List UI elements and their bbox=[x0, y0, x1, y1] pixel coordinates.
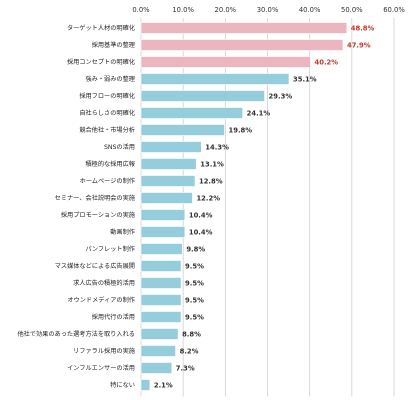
bar-13 bbox=[140, 243, 183, 255]
category-label-12: 動画制作 bbox=[110, 228, 135, 236]
value-label-17: 9.5% bbox=[185, 313, 204, 321]
value-label-21: 2.1% bbox=[154, 381, 173, 389]
bar-2 bbox=[140, 56, 311, 68]
value-label-8: 13.1% bbox=[200, 160, 224, 168]
x-tick-label-6: 60.0% bbox=[383, 6, 405, 14]
bar-21 bbox=[140, 379, 151, 391]
category-label-0: ターゲット人材の明確化 bbox=[67, 24, 135, 32]
category-label-7: SNSの活用 bbox=[104, 143, 135, 151]
bar-3 bbox=[140, 73, 290, 85]
x-tick-label-0: 0.0% bbox=[132, 6, 150, 14]
bar-19 bbox=[140, 345, 176, 357]
category-label-4: 採用フローの明確化 bbox=[79, 92, 135, 100]
bar-8 bbox=[140, 158, 197, 170]
category-label-2: 採用コンセプトの明確化 bbox=[67, 58, 135, 66]
category-label-11: 採用プロモーションの実施 bbox=[61, 211, 135, 219]
bar-7 bbox=[140, 141, 202, 153]
value-label-6: 19.8% bbox=[228, 126, 252, 134]
value-label-13: 9.8% bbox=[186, 245, 205, 253]
bar-11 bbox=[140, 209, 186, 221]
bar-10 bbox=[140, 192, 193, 204]
value-label-16: 9.5% bbox=[185, 296, 204, 304]
bar-16 bbox=[140, 294, 182, 306]
x-tick-label-1: 10.0% bbox=[172, 6, 194, 14]
category-label-6: 競合他社・市場分析 bbox=[79, 126, 135, 134]
category-label-1: 採用基準の整理 bbox=[92, 41, 135, 49]
value-label-15: 9.5% bbox=[185, 279, 204, 287]
x-tick-label-5: 50.0% bbox=[341, 6, 363, 14]
bar-14 bbox=[140, 260, 182, 272]
value-label-10: 12.2% bbox=[196, 194, 220, 202]
value-label-0: 48.8% bbox=[351, 24, 375, 32]
x-tick-label-3: 30.0% bbox=[257, 6, 279, 14]
category-label-18: 他社で効果のあった選考方法を取り入れる bbox=[17, 330, 135, 338]
category-label-3: 強み・弱みの整理 bbox=[86, 75, 136, 83]
bar-12 bbox=[140, 226, 186, 238]
value-label-5: 24.1% bbox=[247, 109, 271, 117]
category-label-21: 特にない bbox=[110, 381, 135, 389]
category-label-8: 積極的な採用広報 bbox=[86, 160, 136, 168]
value-label-3: 35.1% bbox=[293, 75, 317, 83]
category-label-17: 採用代行の活用 bbox=[92, 313, 135, 321]
bar-20 bbox=[140, 362, 173, 374]
bar-15 bbox=[140, 277, 182, 289]
bar-17 bbox=[140, 311, 182, 323]
value-label-14: 9.5% bbox=[185, 262, 204, 270]
value-label-4: 29.3% bbox=[269, 92, 293, 100]
category-label-14: マス媒体などによる広告展開 bbox=[55, 262, 135, 270]
category-label-9: ホームページの制作 bbox=[80, 177, 135, 185]
value-label-2: 40.2% bbox=[315, 58, 339, 66]
bar-0 bbox=[140, 22, 348, 34]
value-label-1: 47.9% bbox=[347, 41, 371, 49]
category-label-13: パンフレット制作 bbox=[85, 245, 135, 253]
bar-1 bbox=[140, 39, 344, 51]
value-label-7: 14.3% bbox=[205, 143, 229, 151]
value-label-11: 10.4% bbox=[189, 211, 213, 219]
x-tick-label-4: 40.0% bbox=[299, 6, 321, 14]
value-label-9: 12.8% bbox=[199, 177, 223, 185]
bar-4 bbox=[140, 90, 265, 102]
category-label-19: リファラル採用の実施 bbox=[73, 347, 135, 355]
bar-6 bbox=[140, 124, 225, 136]
value-label-19: 8.2% bbox=[180, 347, 199, 355]
bar-5 bbox=[140, 107, 243, 119]
category-label-15: 求人広告の積極的活用 bbox=[73, 279, 135, 287]
category-label-20: インフルエンサーの活用 bbox=[67, 364, 135, 372]
category-label-5: 自社らしさの明確化 bbox=[79, 109, 135, 117]
category-label-10: セミナー、会社説明会の実施 bbox=[55, 194, 135, 202]
value-label-18: 8.8% bbox=[182, 330, 201, 338]
bar-18 bbox=[140, 328, 179, 340]
category-label-16: オウンドメディアの制作 bbox=[67, 296, 135, 304]
x-tick-label-2: 20.0% bbox=[215, 6, 237, 14]
value-label-20: 7.3% bbox=[176, 364, 195, 372]
bar-9 bbox=[140, 175, 196, 187]
value-label-12: 10.4% bbox=[189, 228, 213, 236]
